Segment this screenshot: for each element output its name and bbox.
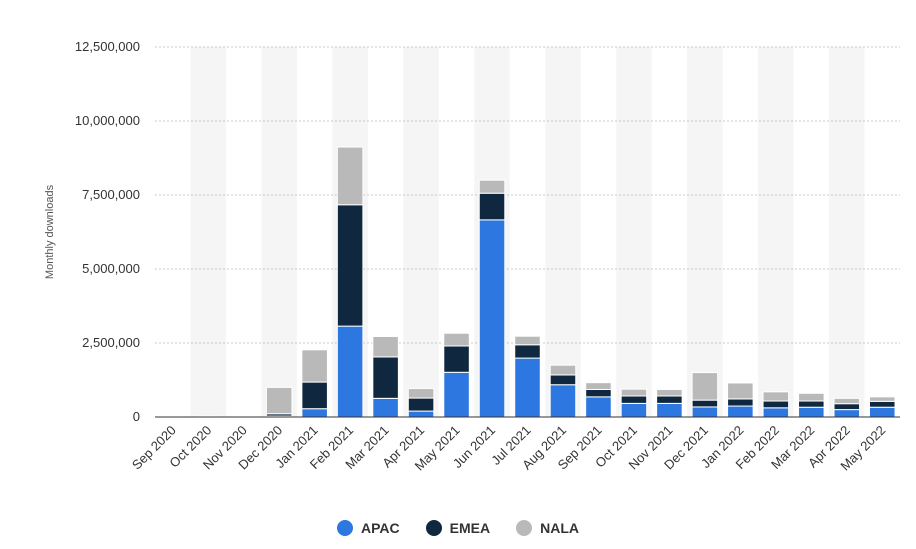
bar-emea-14[interactable] [656,395,683,404]
legend-item-apac[interactable]: APAC [337,520,400,536]
bar-apac-4[interactable] [301,408,328,418]
bar-emea-17[interactable] [762,400,790,409]
bar-emea-18[interactable] [798,400,825,408]
y-tick-label: 7,500,000 [82,187,140,202]
bar-apac-6[interactable] [372,397,399,418]
bar-nala-19[interactable] [833,397,861,405]
band-19 [829,47,865,417]
bar-apac-9[interactable] [478,219,506,418]
bar-emea-13[interactable] [620,395,648,404]
bar-nala-8[interactable] [443,332,470,347]
legend-item-nala[interactable]: NALA [516,520,579,536]
bar-apac-10[interactable] [514,357,541,418]
bar-apac-20[interactable] [868,406,896,418]
legend-marker-icon [337,520,353,536]
bar-emea-15[interactable] [691,399,719,408]
y-tick-labels: 0 2,500,000 5,000,000 7,500,000 10,000,000 12… [75,39,140,424]
bar-nala-3[interactable] [265,386,293,415]
band-1 [190,47,226,417]
bar-apac-8[interactable] [443,371,470,418]
band-17 [758,47,794,417]
bar-apac-15[interactable] [691,406,719,418]
bar-nala-7[interactable] [407,388,435,399]
y-tick-label: 12,500,000 [75,39,140,54]
bar-nala-13[interactable] [620,388,648,397]
bar-apac-16[interactable] [727,405,754,418]
legend-item-emea[interactable]: EMEA [425,520,491,536]
bar-nala-2[interactable] [230,415,257,417]
bar-nala-15[interactable] [691,372,719,401]
bar-apac-13[interactable] [620,402,648,418]
legend: APAC EMEA NALA [0,520,916,536]
legend-label: APAC [361,520,400,536]
bar-nala-4[interactable] [301,349,328,383]
bar-nala-17[interactable] [762,391,790,402]
bar-emea-12[interactable] [585,388,612,398]
band-7 [403,47,439,417]
bar-emea-9[interactable] [478,192,506,221]
bar-emea-16[interactable] [727,398,754,407]
bar-emea-20[interactable] [868,400,896,408]
bar-nala-11[interactable] [549,364,577,376]
bar-emea-8[interactable] [443,345,470,373]
band-13 [616,47,652,417]
y-axis-title: Monthly downloads [44,184,56,279]
bar-nala-9[interactable] [478,179,506,194]
bar-emea-11[interactable] [549,374,577,386]
bar-emea-6[interactable] [372,356,399,399]
bars [159,146,896,418]
bar-apac-17[interactable] [762,407,790,418]
band-11 [545,47,581,417]
legend-label: EMEA [449,520,491,536]
y-tick-label: 10,000,000 [75,113,140,128]
bar-nala-20[interactable] [868,396,896,402]
bar-emea-19[interactable] [833,403,861,411]
bar-nala-6[interactable] [372,335,399,358]
bar-nala-10[interactable] [514,335,541,346]
y-tick-label: 5,000,000 [82,261,140,276]
bar-nala-16[interactable] [727,382,754,400]
band-3 [261,47,297,417]
bar-nala-12[interactable] [585,382,612,390]
bar-emea-4[interactable] [301,381,328,410]
bar-apac-18[interactable] [798,406,825,418]
y-tick-label: 2,500,000 [82,335,140,350]
bar-emea-7[interactable] [407,397,435,412]
legend-marker-icon [516,520,533,536]
bar-emea-10[interactable] [514,344,541,359]
bar-apac-14[interactable] [656,402,683,418]
band-15 [687,47,723,417]
bar-nala-14[interactable] [656,388,683,397]
legend-marker-icon [425,520,442,536]
bar-apac-5[interactable] [336,325,364,418]
bar-apac-7[interactable] [407,410,435,418]
legend-label: NALA [540,520,579,536]
bar-emea-5[interactable] [336,204,364,327]
bar-apac-19[interactable] [833,409,861,418]
bar-nala-18[interactable] [798,392,825,402]
bar-apac-11[interactable] [549,384,577,418]
bar-nala-5[interactable] [336,146,364,206]
bar-apac-12[interactable] [585,396,612,418]
stacked-bar-chart: 0 2,500,000 5,000,000 7,500,000 10,000,000 12… [44,39,900,474]
y-tick-label: 0 [133,409,140,424]
